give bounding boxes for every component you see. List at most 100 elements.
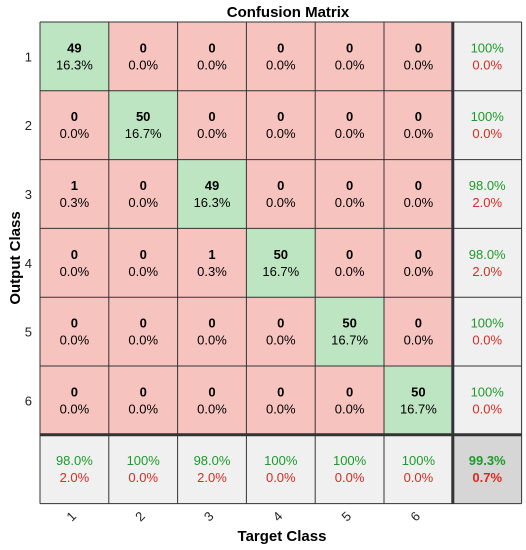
column-summary-cell-1 [40, 434, 109, 504]
column-summary-cell-2 [108, 434, 178, 504]
cell-5-3-secondary: 0.0% [197, 333, 227, 348]
cell-1-6-value: 0 [415, 40, 422, 55]
row-summary-1-secondary: 0.0% [472, 57, 502, 72]
cell-2-5-secondary: 0.0% [335, 126, 365, 141]
cell-4-3-value: 1 [208, 247, 215, 262]
cell-4-2-value: 0 [140, 247, 147, 262]
cell-1-6-secondary: 0.0% [404, 57, 434, 72]
column-summary-4-secondary: 0.0% [266, 470, 296, 485]
cell-5-4-value: 0 [277, 316, 284, 331]
cell-6-5-value: 0 [346, 384, 353, 399]
matrix-cell-6-5 [315, 366, 384, 435]
column-summary-cell-3 [177, 434, 247, 504]
cell-3-6-value: 0 [415, 178, 422, 193]
y-axis-label: Output Class [7, 211, 24, 304]
x-tick-label-5: 5 [339, 509, 355, 525]
column-summary-6-secondary: 0.0% [404, 470, 434, 485]
matrix-cell-1-6 [384, 22, 453, 91]
matrix-cell-1-3 [177, 22, 247, 91]
cell-6-5-secondary: 0.0% [335, 401, 365, 416]
matrix-cell-6-2 [108, 366, 178, 435]
cell-5-6-value: 0 [415, 316, 422, 331]
cell-3-4-secondary: 0.0% [266, 195, 296, 210]
cell-1-4-value: 0 [277, 40, 284, 55]
column-summary-5-secondary: 0.0% [335, 470, 365, 485]
row-summary-cell-4 [452, 228, 522, 298]
matrix-cell-3-3 [177, 159, 247, 229]
cell-3-1-value: 1 [71, 178, 78, 193]
cell-3-2-value: 0 [140, 178, 147, 193]
matrix-cell-2-4 [246, 90, 316, 160]
x-tick-label-1: 1 [63, 509, 79, 525]
cell-6-4-secondary: 0.0% [266, 401, 296, 416]
matrix-cell-2-1 [40, 90, 109, 160]
row-summary-4-secondary: 2.0% [472, 264, 502, 279]
cell-3-1-secondary: 0.3% [60, 195, 90, 210]
column-summary-4-value: 100% [264, 453, 298, 468]
matrix-cell-1-4 [246, 22, 316, 91]
overall-accuracy-secondary: 0.7% [472, 470, 502, 485]
cell-4-4-value: 50 [274, 247, 288, 262]
cell-3-5-secondary: 0.0% [335, 195, 365, 210]
row-summary-5-secondary: 0.0% [472, 333, 502, 348]
cell-2-6-secondary: 0.0% [404, 126, 434, 141]
column-summary-3-value: 98.0% [194, 453, 231, 468]
matrix-cell-4-4 [246, 228, 316, 298]
cell-6-3-secondary: 0.0% [197, 401, 227, 416]
row-summary-cell-2 [452, 90, 522, 160]
matrix-cell-3-5 [315, 159, 384, 229]
cell-4-1-value: 0 [71, 247, 78, 262]
cell-4-1-secondary: 0.0% [60, 264, 90, 279]
cell-5-5-secondary: 16.7% [331, 333, 368, 348]
matrix-cell-2-5 [315, 90, 384, 160]
cell-1-5-value: 0 [346, 40, 353, 55]
cell-6-4-value: 0 [277, 384, 284, 399]
matrix-cell-3-6 [384, 159, 453, 229]
column-summary-2-value: 100% [127, 453, 161, 468]
matrix-cell-3-2 [108, 159, 178, 229]
x-tick-label-6: 6 [407, 509, 423, 525]
cell-3-2-secondary: 0.0% [128, 195, 158, 210]
matrix-cell-3-4 [246, 159, 316, 229]
cell-5-1-secondary: 0.0% [60, 333, 90, 348]
cell-1-4-secondary: 0.0% [266, 57, 296, 72]
cell-4-5-secondary: 0.0% [335, 264, 365, 279]
y-tick-label-2: 2 [25, 118, 32, 133]
cell-3-6-secondary: 0.0% [404, 195, 434, 210]
row-summary-cell-3 [452, 159, 522, 229]
column-summary-6-value: 100% [402, 453, 436, 468]
matrix-cell-6-4 [246, 366, 316, 435]
cell-2-3-secondary: 0.0% [197, 126, 227, 141]
cell-6-2-value: 0 [140, 384, 147, 399]
matrix-cell-4-5 [315, 228, 384, 298]
cell-1-1-value: 49 [67, 40, 81, 55]
column-summary-cell-6 [384, 434, 453, 504]
cell-1-3-secondary: 0.0% [197, 57, 227, 72]
y-tick-label-5: 5 [25, 325, 32, 340]
matrix-cell-5-2 [108, 297, 178, 366]
matrix-cell-1-2 [108, 22, 178, 91]
matrix-cell-5-5 [315, 297, 384, 366]
cell-5-1-value: 0 [71, 316, 78, 331]
cell-2-1-secondary: 0.0% [60, 126, 90, 141]
cell-2-2-secondary: 16.7% [125, 126, 162, 141]
cell-4-6-value: 0 [415, 247, 422, 262]
row-summary-2-secondary: 0.0% [472, 126, 502, 141]
matrix-cell-1-5 [315, 22, 384, 91]
matrix-grid [39, 21, 523, 505]
matrix-cell-2-3 [177, 90, 247, 160]
cell-2-3-value: 0 [208, 109, 215, 124]
cell-1-5-secondary: 0.0% [335, 57, 365, 72]
cell-2-4-secondary: 0.0% [266, 126, 296, 141]
row-summary-1-value: 100% [471, 40, 505, 55]
column-summary-1-value: 98.0% [56, 453, 93, 468]
cell-5-4-secondary: 0.0% [266, 333, 296, 348]
column-summary-cell-5 [315, 434, 384, 504]
row-summary-2-value: 100% [471, 109, 505, 124]
cell-6-1-value: 0 [71, 384, 78, 399]
cell-6-6-value: 50 [411, 384, 425, 399]
matrix-cell-6-1 [40, 366, 109, 435]
column-summary-3-secondary: 2.0% [197, 470, 227, 485]
y-tick-label-6: 6 [25, 393, 32, 408]
